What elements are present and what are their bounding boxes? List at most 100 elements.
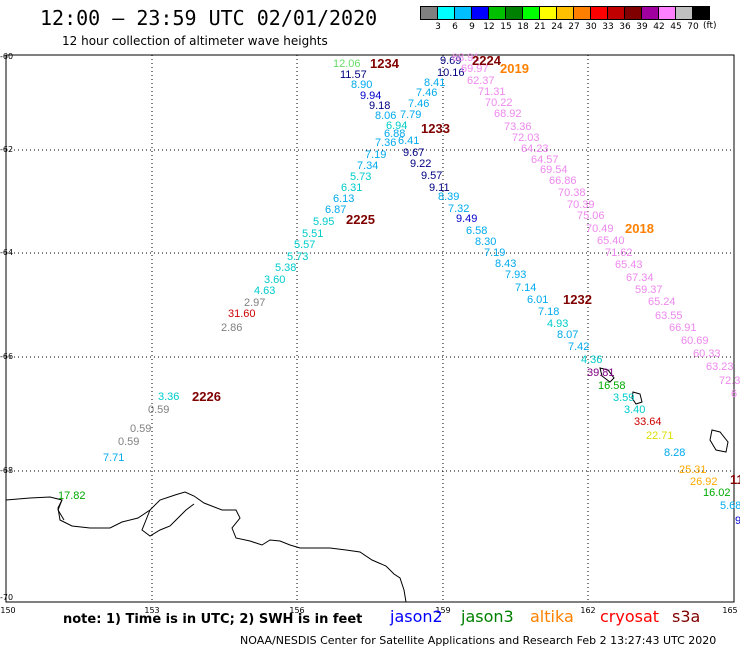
lon-label: 156 bbox=[289, 606, 305, 615]
wave-height-value: 22.71 bbox=[646, 430, 674, 442]
wave-height-value: 67.34 bbox=[626, 272, 654, 284]
wave-height-value: 8.06 bbox=[375, 110, 397, 122]
legend-note: note: 1) Time is in UTC; 2) SWH is in fe… bbox=[63, 612, 363, 627]
wave-height-value: 5.95 bbox=[313, 216, 335, 228]
island-2 bbox=[631, 391, 643, 405]
legend-satellite-jason3: jason3 bbox=[461, 607, 514, 626]
colorbar-label: 3 bbox=[435, 22, 441, 32]
wave-height-value: 16.02 bbox=[703, 487, 731, 499]
pass-label: 2224 bbox=[472, 53, 501, 68]
wave-height-value: 7.46 bbox=[416, 87, 438, 99]
wave-height-value: 59.37 bbox=[635, 284, 663, 296]
map-frame bbox=[5, 54, 735, 603]
wave-height-value: 9.67 bbox=[403, 147, 425, 159]
wave-height-value: 4.93 bbox=[547, 318, 569, 330]
colorbar-label: 42 bbox=[653, 22, 665, 32]
wave-height-value: 26.92 bbox=[690, 476, 718, 488]
wave-height-value: 9 bbox=[735, 515, 740, 527]
wave-height-value: 8.28 bbox=[664, 447, 686, 459]
wave-height-value: 6.94 bbox=[386, 120, 408, 132]
coastline-inlet bbox=[57, 499, 195, 537]
colorbar-label: 39 bbox=[636, 22, 648, 32]
wave-height-value: 73.36 bbox=[504, 121, 532, 133]
coastline-antarctica bbox=[5, 491, 407, 603]
lon-label: 150 bbox=[0, 606, 16, 615]
wave-height-value: 69.97 bbox=[461, 63, 489, 75]
wave-height-value: 3.59 bbox=[613, 392, 635, 404]
wave-height-value: 7.46 bbox=[408, 98, 430, 110]
wave-height-value: 63.23 bbox=[706, 361, 734, 373]
wave-height-value: 60.33 bbox=[693, 348, 721, 360]
legend-satellite-jason2: jason2 bbox=[390, 607, 443, 626]
wave-height-value: 7.18 bbox=[538, 306, 560, 318]
wave-height-value: 0.59 bbox=[118, 436, 140, 448]
wave-height-value: 65.43 bbox=[615, 259, 643, 271]
wave-height-value: 65.40 bbox=[597, 235, 625, 247]
wave-height-value: 6.58 bbox=[466, 225, 488, 237]
lat-label: -64 bbox=[0, 248, 14, 257]
wave-height-value: 7.79 bbox=[400, 109, 422, 121]
wave-height-value: 72.03 bbox=[512, 132, 540, 144]
wave-height-value: 7.19 bbox=[484, 247, 506, 259]
wave-height-value: 70.22 bbox=[485, 97, 513, 109]
wave-height-value: 0.59 bbox=[130, 423, 152, 435]
wave-height-value: 65.24 bbox=[648, 296, 676, 308]
colorbar-label: 9 bbox=[469, 22, 475, 32]
colorbar-label: 70 bbox=[687, 22, 699, 32]
colorbar-labels: 3 6 9 12 15 18 21 24 27 30 33 36 39 42 45 70 bbox=[421, 22, 740, 34]
graticule bbox=[6, 55, 734, 602]
wave-height-value: 68.92 bbox=[494, 108, 522, 120]
wave-height-value: 4.63 bbox=[254, 285, 276, 297]
colorbar-label: 24 bbox=[551, 22, 563, 32]
wave-height-value: 6.88 bbox=[384, 128, 406, 140]
wave-height-value: 39.81 bbox=[587, 367, 615, 379]
wave-height-value: 3.36 bbox=[158, 391, 180, 403]
wave-height-value: 33.64 bbox=[634, 416, 662, 428]
wave-height-value: 5.73 bbox=[350, 171, 372, 183]
wave-height-value: 7.93 bbox=[505, 269, 527, 281]
wave-height-value: 60.69 bbox=[681, 335, 709, 347]
wave-height-value: 68.91 bbox=[452, 52, 480, 64]
wave-height-value: 5.73 bbox=[287, 251, 309, 263]
colorbar bbox=[420, 6, 710, 20]
wave-height-value: 7.32 bbox=[448, 203, 470, 215]
pass-label: 1232 bbox=[563, 292, 592, 307]
lat-label: -66 bbox=[0, 352, 14, 361]
wave-height-value: 70.49 bbox=[586, 223, 614, 235]
legend-satellite-s3a: s3a bbox=[672, 607, 701, 626]
wave-height-value: 3.60 bbox=[264, 274, 286, 286]
lon-label: 159 bbox=[435, 606, 451, 615]
wave-height-value: 2.97 bbox=[244, 297, 266, 309]
wave-height-value: 66.86 bbox=[549, 175, 577, 187]
page-title: 12:00 – 23:59 UTC 02/01/2020 bbox=[40, 6, 378, 30]
wave-height-value: 9.57 bbox=[421, 170, 443, 182]
lat-label: -60 bbox=[0, 52, 14, 61]
wave-height-value: 25.31 bbox=[679, 464, 707, 476]
wave-height-value: 12.06 bbox=[333, 58, 361, 70]
wave-height-value: 70.39 bbox=[567, 199, 595, 211]
wave-height-value: 9.18 bbox=[369, 100, 391, 112]
wave-height-value: 64.57 bbox=[531, 154, 559, 166]
wave-height-value: 8.90 bbox=[351, 79, 373, 91]
colorbar-label: 12 bbox=[483, 22, 495, 32]
wave-height-value: 8.39 bbox=[438, 191, 460, 203]
colorbar-unit: (ft) bbox=[703, 21, 717, 31]
wave-height-value: 5.57 bbox=[294, 239, 316, 251]
colorbar-label: 33 bbox=[602, 22, 614, 32]
wave-height-value: 8.30 bbox=[475, 236, 497, 248]
lon-label: 162 bbox=[580, 606, 596, 615]
wave-height-value: 10.16 bbox=[437, 67, 465, 79]
wave-height-value: 5.68 bbox=[720, 500, 740, 512]
wave-height-value: 6 bbox=[731, 388, 738, 400]
legend-satellite-cryosat: cryosat bbox=[600, 607, 660, 626]
wave-height-value: 69.54 bbox=[540, 164, 568, 176]
pass-label: 2225 bbox=[346, 212, 375, 227]
colorbar-label: 27 bbox=[568, 22, 580, 32]
lon-label: 153 bbox=[144, 606, 160, 615]
wave-height-value: 8.43 bbox=[495, 258, 517, 270]
wave-height-value: 62.37 bbox=[467, 75, 495, 87]
pass-label: 1234 bbox=[370, 56, 399, 71]
wave-height-value: 8.07 bbox=[557, 329, 579, 341]
